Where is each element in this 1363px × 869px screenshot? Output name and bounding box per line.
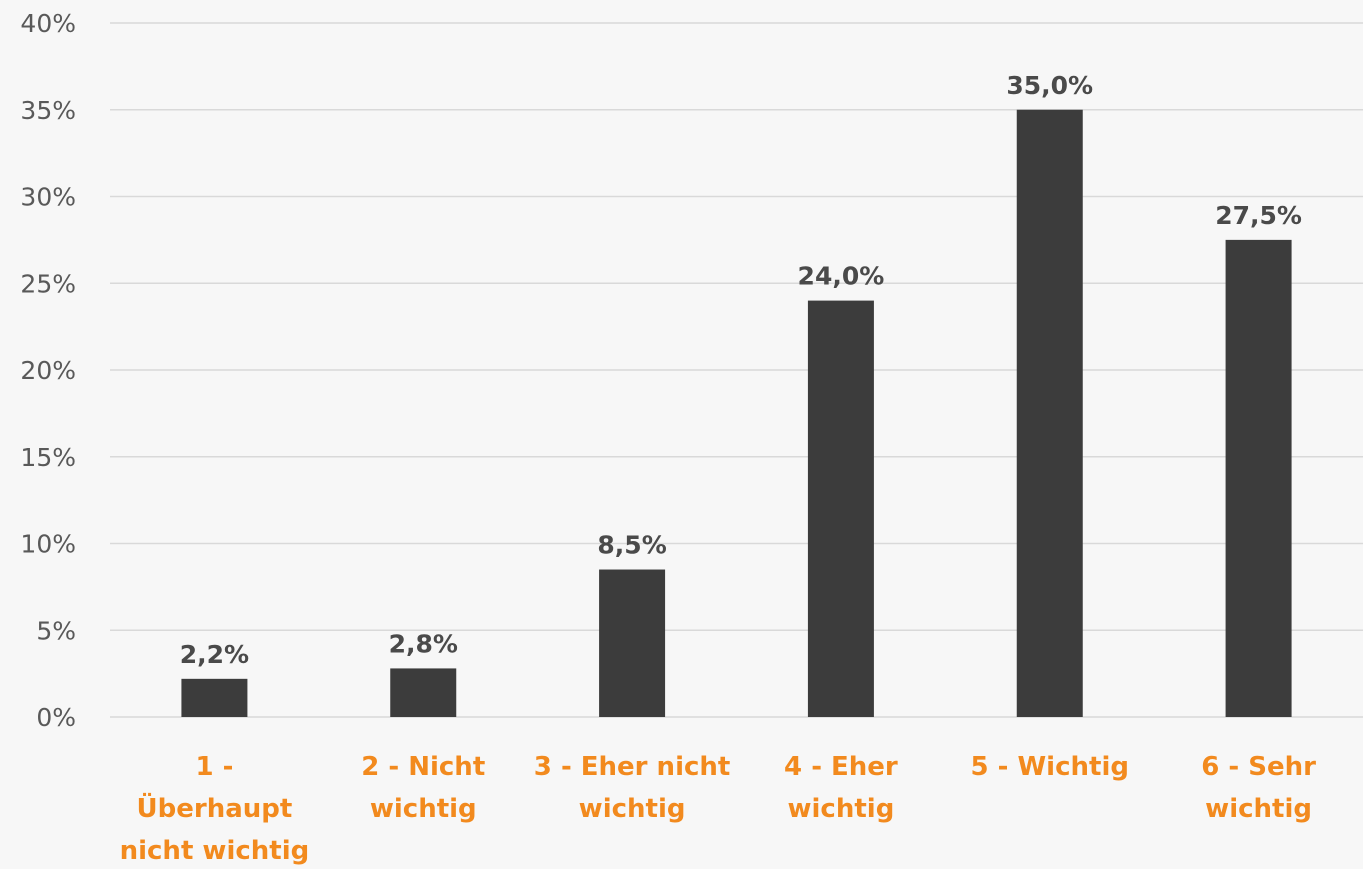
category-label-line: 6 - Sehr (1201, 752, 1316, 782)
category-label-line: 1 - (195, 752, 233, 782)
bar (1016, 109, 1083, 717)
category-labels: 1 - Überhaupt nicht wichtig 2 - Nicht wichti… (120, 752, 1316, 866)
category-label: 3 - Eher nicht wichtig (534, 752, 731, 824)
y-tick-label: 35% (20, 96, 76, 125)
y-axis-tick-labels: 0% 5% 10% 15% 20% 25% 30% 35% 40% (20, 9, 76, 732)
category-label-line: 4 - Eher (784, 752, 898, 782)
grid-lines (110, 22, 1363, 718)
category-label-line: wichtig (579, 794, 686, 824)
bar (181, 678, 248, 717)
bars (181, 109, 1292, 717)
y-tick-label: 10% (20, 530, 76, 559)
data-label: 2,8% (389, 629, 458, 658)
category-label: 2 - Nicht wichtig (361, 752, 485, 824)
category-label-line: wichtig (370, 794, 477, 824)
bar (1225, 239, 1292, 717)
category-label-line: wichtig (1205, 794, 1312, 824)
y-tick-label: 15% (20, 443, 76, 472)
category-label: 6 - Sehr wichtig (1201, 752, 1316, 824)
y-tick-label: 30% (20, 183, 76, 212)
y-tick-label: 5% (36, 616, 76, 645)
bar (599, 569, 666, 717)
category-label-line: 5 - Wichtig (971, 752, 1129, 782)
data-label: 24,0% (798, 262, 885, 291)
data-label: 35,0% (1006, 71, 1093, 100)
category-label-line: Überhaupt (137, 791, 293, 824)
data-label: 2,2% (180, 640, 249, 669)
category-label: 1 - Überhaupt nicht wichtig (120, 752, 310, 866)
category-label-line: wichtig (788, 794, 895, 824)
category-label: 4 - Eher wichtig (784, 752, 898, 824)
data-label: 27,5% (1215, 201, 1302, 230)
y-tick-label: 0% (36, 703, 76, 732)
data-label: 8,5% (597, 531, 666, 560)
bar (390, 668, 457, 717)
category-label: 5 - Wichtig (971, 752, 1129, 782)
y-tick-label: 25% (20, 269, 76, 298)
y-tick-label: 20% (20, 356, 76, 385)
y-tick-label: 40% (20, 9, 76, 38)
category-label-line: 2 - Nicht (361, 752, 485, 782)
category-label-line: 3 - Eher nicht (534, 752, 731, 782)
bar (807, 300, 874, 717)
category-label-line: nicht wichtig (120, 836, 310, 866)
data-labels: 2,2% 2,8% 8,5% 24,0% 35,0% 27,5% (180, 71, 1302, 669)
